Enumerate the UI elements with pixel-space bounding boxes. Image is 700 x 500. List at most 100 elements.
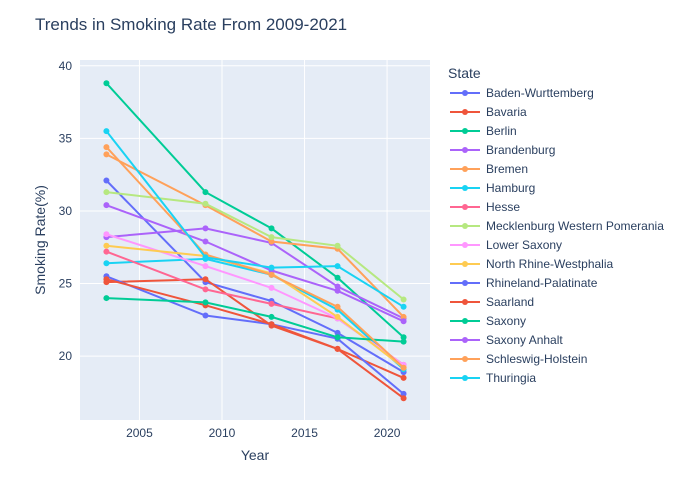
legend-marker	[462, 166, 468, 172]
data-point	[268, 238, 275, 245]
legend-label: Rhineland-Palatinate	[486, 276, 598, 290]
legend-marker	[462, 90, 468, 96]
legend-label: Berlin	[486, 124, 517, 138]
data-point	[103, 189, 110, 196]
data-point	[334, 287, 341, 294]
data-point	[400, 313, 407, 320]
legend-title: State	[448, 65, 481, 81]
legend-item[interactable]: Hesse	[450, 200, 520, 214]
series-lines	[103, 80, 407, 402]
data-point	[400, 334, 407, 341]
y-axis-title: Smoking Rate(%)	[32, 185, 48, 295]
legend-marker	[462, 280, 468, 286]
series-mecklenburg-western-pomerania	[103, 189, 407, 303]
data-point	[268, 264, 275, 271]
data-point	[103, 80, 110, 87]
data-point	[103, 231, 110, 238]
data-point	[334, 283, 341, 290]
x-tick-label: 2020	[374, 426, 401, 440]
data-point	[268, 313, 275, 320]
legend-label: Brandenburg	[486, 143, 555, 157]
legend-marker	[462, 242, 468, 248]
data-point	[268, 271, 275, 278]
data-point	[103, 202, 110, 209]
data-point	[268, 321, 275, 328]
legend-label: North Rhine-Westphalia	[486, 257, 613, 271]
data-point	[202, 238, 209, 245]
legend-label: Saxony Anhalt	[486, 333, 563, 347]
legend-item[interactable]: Baden-Wurttemberg	[450, 86, 594, 100]
y-axis-ticks: 20 25 30 35 40	[59, 59, 73, 363]
legend-marker	[462, 337, 468, 343]
data-point	[103, 276, 110, 283]
x-tick-label: 2010	[209, 426, 236, 440]
data-point	[103, 260, 110, 267]
legend-label: Bremen	[486, 162, 528, 176]
data-point	[202, 200, 209, 207]
x-tick-label: 2005	[126, 426, 153, 440]
data-point	[103, 295, 110, 302]
data-point	[400, 318, 407, 325]
legend-label: Mecklenburg Western Pomerania	[486, 219, 664, 233]
legend-label: Saxony	[486, 314, 526, 328]
legend-label: Lower Saxony	[486, 238, 562, 252]
data-point	[400, 364, 407, 371]
data-point	[334, 303, 341, 310]
legend-label: Hesse	[486, 200, 520, 214]
legend[interactable]: State Baden-Wurttemberg Bavaria Berlin Bran…	[448, 65, 664, 385]
legend-marker	[462, 299, 468, 305]
data-point	[103, 144, 110, 151]
data-point	[103, 151, 110, 158]
chart-title: Trends in Smoking Rate From 2009-2021	[35, 15, 347, 34]
data-point	[400, 338, 407, 345]
legend-marker	[462, 375, 468, 381]
legend-item[interactable]: Mecklenburg Western Pomerania	[450, 219, 664, 233]
data-point	[334, 274, 341, 281]
x-axis-ticks: 2005 2010 2015 2020	[126, 426, 401, 440]
data-point	[400, 395, 407, 402]
legend-label: Bavaria	[486, 105, 527, 119]
legend-item[interactable]: Lower Saxony	[450, 238, 562, 252]
series-saxony	[103, 295, 407, 345]
legend-item[interactable]: Hamburg	[450, 181, 535, 195]
y-tick-label: 20	[59, 349, 73, 363]
data-point	[202, 254, 209, 261]
legend-item[interactable]: North Rhine-Westphalia	[450, 257, 613, 271]
data-point	[400, 303, 407, 310]
data-point	[202, 263, 209, 270]
legend-item[interactable]: Brandenburg	[450, 143, 555, 157]
y-tick-label: 25	[59, 277, 73, 291]
legend-item[interactable]: Saarland	[450, 295, 534, 309]
legend-marker	[462, 223, 468, 229]
data-point	[334, 242, 341, 249]
legend-item[interactable]: Berlin	[450, 124, 517, 138]
data-point	[334, 334, 341, 341]
data-point	[334, 313, 341, 320]
legend-item[interactable]: Schleswig-Holstein	[450, 352, 587, 366]
legend-marker	[462, 356, 468, 362]
legend-items[interactable]: Baden-Wurttemberg Bavaria Berlin Brandenbur…	[450, 86, 664, 385]
x-axis-title: Year	[241, 447, 270, 463]
y-tick-label: 35	[59, 131, 73, 145]
legend-item[interactable]: Saxony	[450, 314, 526, 328]
data-point	[334, 345, 341, 352]
legend-item[interactable]: Thuringia	[450, 371, 536, 385]
legend-item[interactable]: Rhineland-Palatinate	[450, 276, 598, 290]
data-point	[400, 296, 407, 303]
legend-label: Baden-Wurttemberg	[486, 86, 594, 100]
data-point	[103, 177, 110, 184]
series-saarland	[103, 276, 407, 402]
legend-label: Saarland	[486, 295, 534, 309]
legend-item[interactable]: Bremen	[450, 162, 528, 176]
legend-item[interactable]: Saxony Anhalt	[450, 333, 563, 347]
legend-marker	[462, 109, 468, 115]
data-point	[202, 299, 209, 306]
data-point	[400, 390, 407, 397]
data-point	[202, 189, 209, 196]
data-point	[268, 284, 275, 291]
legend-item[interactable]: Bavaria	[450, 105, 527, 119]
data-point	[268, 300, 275, 307]
y-tick-label: 30	[59, 204, 73, 218]
data-point	[103, 248, 110, 255]
